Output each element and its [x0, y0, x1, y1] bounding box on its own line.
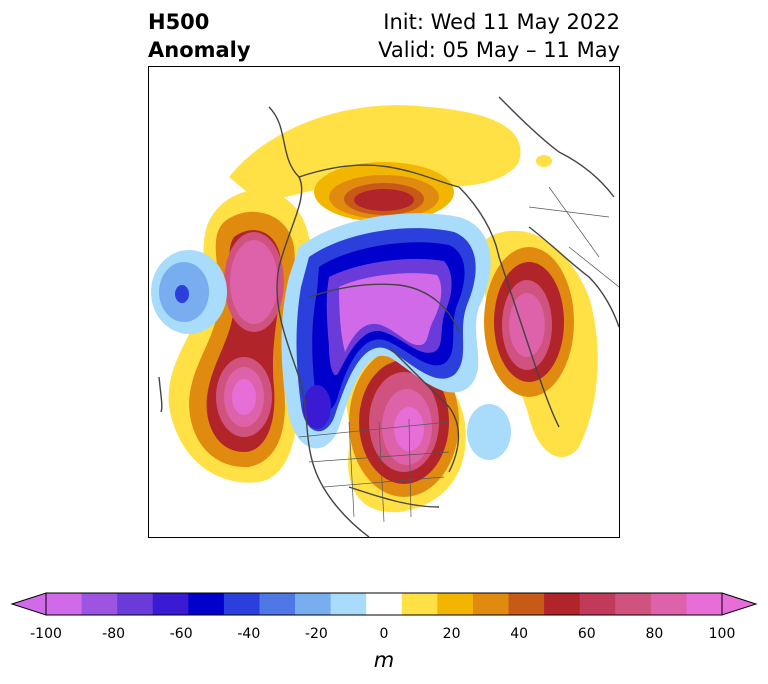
title-line-2: Anomaly	[148, 38, 251, 62]
coastlines	[158, 96, 619, 537]
colorbar-swatch	[295, 593, 332, 615]
colorbar-swatch	[579, 593, 616, 615]
colorbar-tick-label: 20	[442, 626, 461, 642]
colorbar-swatch	[437, 593, 474, 615]
colorbar-tick-label: 80	[645, 626, 664, 642]
colorbar-tick-label: -20	[304, 626, 328, 642]
colorbar-tick-label: 40	[510, 626, 529, 642]
colorbar: -100 -80 -60 -40 -20 0 20 40 60 80 100 m	[0, 588, 768, 678]
colorbar-swatch	[686, 593, 723, 615]
colorbar-swatch	[188, 593, 225, 615]
colorbar-tick-label: -40	[237, 626, 261, 642]
colorbar-unit: m	[373, 648, 395, 672]
colorbar-tick-label: 100	[708, 626, 736, 642]
state-borders	[298, 186, 619, 523]
colorbar-swatch	[152, 593, 189, 615]
init-date: Init: Wed 11 May 2022	[383, 10, 620, 34]
colorbar-swatch	[117, 593, 154, 615]
colorbar-swatch	[223, 593, 260, 615]
colorbar-swatch	[330, 593, 367, 615]
colorbar-tick-label: -100	[30, 626, 62, 642]
colorbar-extend-max	[721, 592, 758, 616]
colorbar-tick-label: 0	[379, 626, 389, 642]
colorbar-swatch	[508, 593, 545, 615]
date-info: Init: Wed 11 May 2022 Valid: 05 May – 11…	[378, 8, 620, 64]
colorbar-swatch	[615, 593, 652, 615]
chart-title: H500 Anomaly	[148, 8, 251, 64]
colorbar-swatch	[544, 593, 581, 615]
negative-anomaly-atlantic	[467, 155, 552, 460]
anomaly-map	[148, 66, 620, 538]
colorbar-swatch	[366, 593, 403, 615]
colorbar-swatch	[46, 593, 83, 615]
colorbar-tick-label: -80	[102, 626, 126, 642]
title-line-1: H500	[148, 10, 210, 34]
colorbar-swatch	[81, 593, 118, 615]
anomaly-map-canvas	[151, 96, 619, 537]
colorbar-tick-label: 60	[577, 626, 596, 642]
valid-range: Valid: 05 May – 11 May	[378, 38, 620, 62]
colorbar-tick-label: -60	[169, 626, 193, 642]
colorbar-outline	[45, 592, 723, 616]
colorbar-graphic	[10, 592, 758, 616]
negative-anomaly-pacific	[151, 250, 227, 334]
colorbar-swatch	[472, 593, 510, 615]
colorbar-swatch	[401, 593, 438, 615]
colorbar-swatch	[650, 593, 687, 615]
negative-anomaly-central	[281, 213, 491, 449]
positive-anomaly-south	[341, 340, 466, 513]
positive-anomaly-north	[229, 105, 521, 222]
colorbar-extend-min	[10, 592, 47, 616]
colorbar-swatch	[259, 593, 296, 615]
